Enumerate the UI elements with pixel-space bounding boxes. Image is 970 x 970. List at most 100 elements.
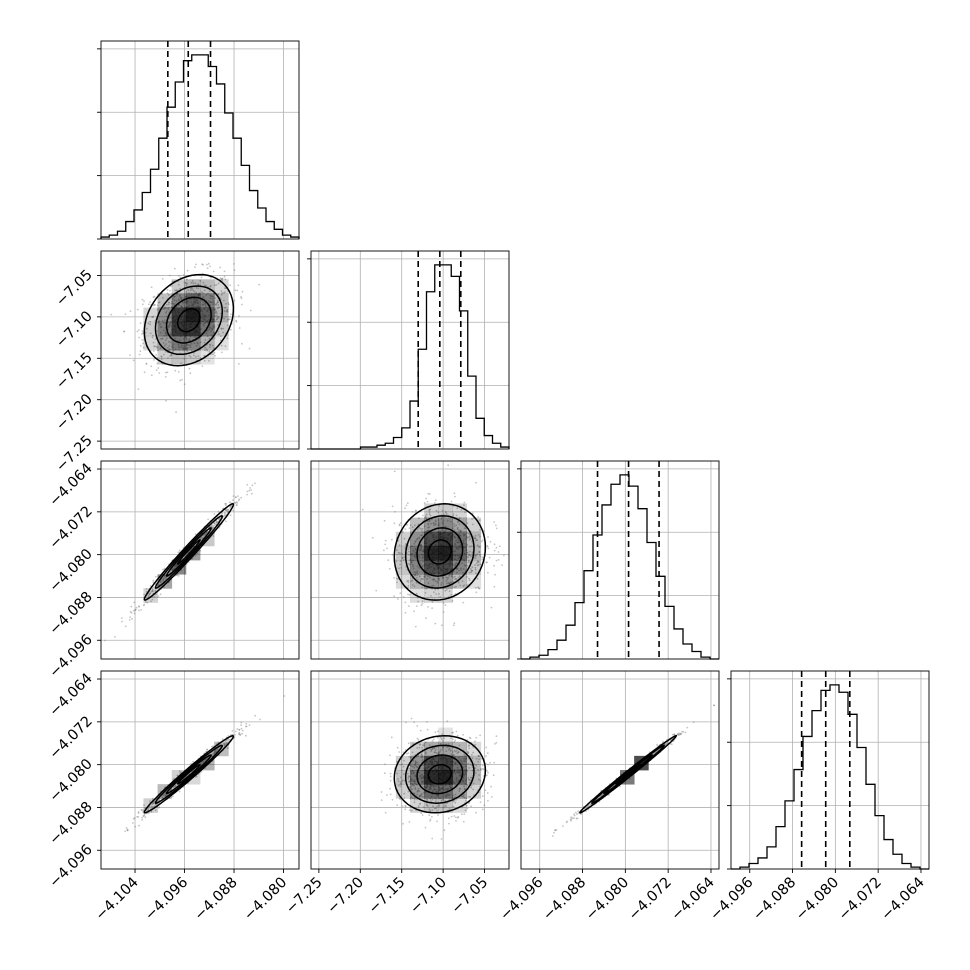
sample-point	[175, 293, 178, 296]
sample-point	[248, 347, 251, 350]
sample-point	[223, 744, 226, 747]
sample-point	[450, 737, 452, 740]
sample-point	[670, 743, 673, 746]
sample-point	[389, 754, 391, 757]
sample-point	[155, 593, 158, 596]
sample-point	[169, 341, 172, 344]
sample-point	[128, 619, 131, 621]
sample-point	[587, 805, 590, 807]
sample-point	[495, 546, 498, 549]
sample-point	[173, 567, 176, 570]
sample-point	[463, 564, 466, 566]
sample-point	[437, 524, 440, 527]
sample-point	[456, 752, 459, 755]
sample-point	[404, 611, 407, 614]
sample-point	[166, 347, 169, 349]
sample-point	[180, 297, 183, 300]
sample-point	[493, 564, 495, 567]
sample-point	[398, 523, 401, 526]
sample-point	[414, 571, 417, 574]
sample-point	[471, 551, 474, 554]
sample-point	[183, 357, 186, 360]
sample-point	[154, 575, 157, 578]
sample-point	[424, 515, 427, 517]
sample-point	[208, 359, 210, 362]
sample-point	[413, 573, 416, 576]
sample-point	[421, 814, 424, 816]
sample-point	[159, 581, 162, 584]
sample-point	[435, 520, 437, 523]
density-contour	[154, 285, 224, 356]
sample-point	[215, 314, 218, 317]
sample-point	[485, 755, 487, 757]
histogram-step-line	[521, 474, 719, 660]
sample-point	[434, 807, 436, 810]
sample-point	[234, 289, 237, 292]
sample-point	[471, 757, 474, 759]
sample-point	[434, 749, 437, 751]
sample-point	[414, 540, 417, 543]
sample-point	[168, 301, 171, 304]
sample-point	[433, 524, 435, 527]
sample-point	[469, 537, 472, 540]
sample-point	[436, 582, 439, 584]
sample-point	[448, 817, 450, 820]
sample-point	[459, 529, 462, 532]
sample-point	[245, 725, 248, 728]
sample-point	[127, 829, 129, 831]
sample-point	[426, 804, 428, 807]
sample-point	[137, 816, 140, 818]
density-contour	[176, 308, 201, 333]
sample-point	[163, 344, 166, 347]
sample-point	[494, 743, 496, 745]
sample-point	[223, 292, 225, 294]
sample-point	[468, 535, 471, 538]
sample-point	[147, 807, 150, 810]
sample-point	[161, 337, 164, 340]
sample-point	[223, 299, 225, 302]
sample-point	[149, 332, 152, 335]
sample-point	[470, 776, 472, 779]
sample-point	[402, 559, 405, 561]
sample-point	[210, 525, 212, 528]
sample-point	[254, 482, 256, 485]
sample-point	[465, 804, 468, 807]
sample-point	[466, 750, 469, 753]
sample-point	[468, 571, 471, 574]
sample-point	[238, 731, 241, 734]
sample-point	[474, 554, 477, 557]
sample-point	[444, 804, 446, 807]
sample-point	[421, 753, 423, 756]
sample-point	[478, 553, 481, 556]
panel-content	[124, 695, 286, 833]
sample-point	[431, 578, 434, 581]
sample-point	[204, 533, 207, 535]
sample-point	[237, 284, 240, 287]
sample-point	[457, 520, 460, 523]
sample-point	[230, 505, 232, 508]
sample-point	[124, 830, 127, 833]
sample-point	[129, 610, 132, 613]
sample-point	[224, 512, 227, 515]
sample-point	[462, 820, 465, 823]
sample-point	[451, 731, 453, 734]
sample-point	[403, 792, 406, 795]
sample-point	[234, 501, 237, 504]
sample-point	[437, 814, 439, 816]
sample-point	[428, 520, 430, 523]
sample-point	[409, 524, 412, 527]
sample-point	[386, 794, 388, 796]
sample-point	[391, 505, 394, 508]
sample-point	[417, 738, 420, 741]
sample-point	[214, 314, 217, 317]
sample-point	[232, 509, 235, 512]
sample-point	[137, 388, 140, 391]
sample-point	[142, 809, 145, 812]
sample-point	[424, 751, 427, 753]
sample-point	[151, 590, 154, 592]
sample-point	[455, 562, 458, 564]
sample-point	[152, 579, 155, 582]
sample-point	[241, 303, 243, 306]
sample-point	[178, 770, 181, 772]
sample-point	[474, 564, 476, 566]
